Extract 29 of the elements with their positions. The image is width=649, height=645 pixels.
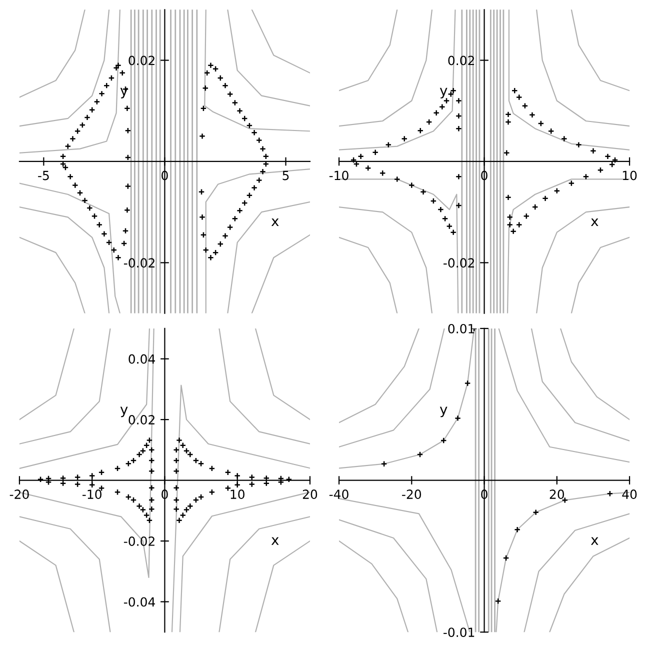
y-tick-label: -0.01 — [444, 628, 474, 638]
y-tick-label: 0.01 — [448, 324, 474, 334]
x-tick-label: -20 — [402, 490, 422, 499]
x-tick-label: -5 — [38, 170, 49, 180]
x-axis-title: x — [590, 218, 598, 226]
y-tick-label: 0.02 — [128, 415, 154, 424]
y-tick-label: 0.02 — [128, 56, 154, 66]
x-axis-title: x — [590, 537, 598, 545]
y-tick-label: -0.04 — [124, 597, 155, 607]
x-axis-title: x — [271, 537, 279, 545]
x-tick-label: -20 — [10, 490, 29, 499]
x-tick-label: 10 — [622, 170, 637, 180]
x-tick-label: 20 — [302, 490, 318, 499]
y-tick-label: 0.04 — [128, 354, 155, 364]
y-tick-label: 0.02 — [448, 56, 474, 66]
x-tick-label: -40 — [329, 490, 348, 499]
y-axis-title: y — [120, 406, 128, 418]
y-tick-label: -0.02 — [124, 258, 154, 268]
x-tick-label: 20 — [550, 490, 564, 499]
x-tick-label: 5 — [282, 170, 289, 180]
x-tick-label: 40 — [622, 490, 637, 499]
x-tick-label: -10 — [329, 170, 348, 180]
y-axis-title: y — [440, 88, 448, 98]
x-tick-label: -10 — [82, 490, 102, 499]
y-tick-label: -0.02 — [444, 258, 474, 268]
y-tick-label: -0.02 — [124, 536, 154, 546]
x-axis-title: x — [271, 218, 279, 226]
y-axis-title: y — [440, 406, 448, 418]
x-tick-label: 10 — [230, 490, 244, 499]
